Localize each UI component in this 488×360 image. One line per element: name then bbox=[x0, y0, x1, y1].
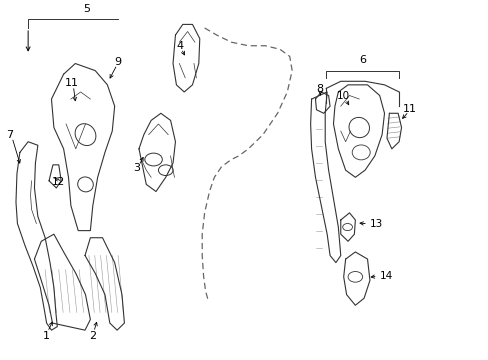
Text: 6: 6 bbox=[358, 55, 366, 65]
Text: 10: 10 bbox=[336, 91, 349, 101]
Text: 2: 2 bbox=[89, 330, 96, 341]
Text: 1: 1 bbox=[43, 330, 50, 341]
Text: 8: 8 bbox=[315, 84, 322, 94]
Text: 4: 4 bbox=[176, 41, 183, 51]
Text: 3: 3 bbox=[133, 163, 140, 174]
Text: 11: 11 bbox=[402, 104, 416, 114]
Text: 12: 12 bbox=[51, 176, 64, 186]
Text: 14: 14 bbox=[379, 271, 392, 281]
Text: 9: 9 bbox=[114, 57, 122, 67]
Text: 13: 13 bbox=[369, 219, 383, 229]
Text: 11: 11 bbox=[65, 78, 79, 88]
Text: 7: 7 bbox=[6, 130, 14, 140]
Text: 5: 5 bbox=[83, 4, 90, 14]
